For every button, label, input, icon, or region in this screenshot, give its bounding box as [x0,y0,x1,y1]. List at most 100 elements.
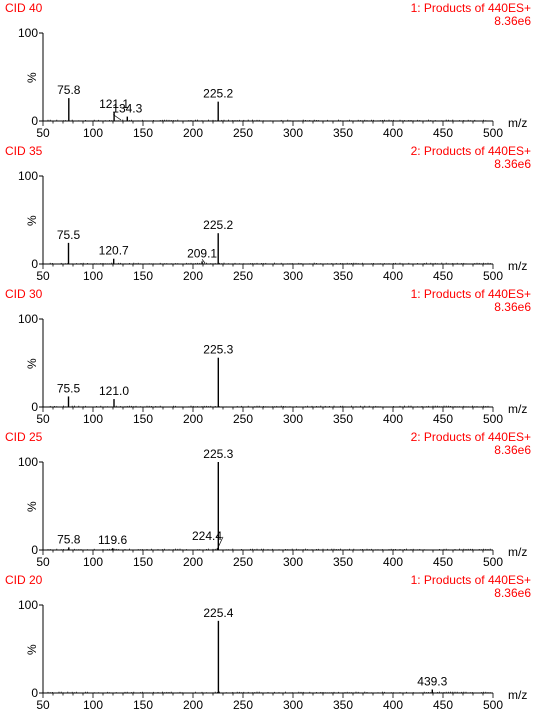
panel-title: CID 40 [5,1,43,15]
label-leader-line [113,114,122,121]
x-tick-label: 300 [283,698,303,712]
y-axis-label: % [25,215,39,226]
x-tick-label: 250 [233,126,253,140]
peak-label: 120.7 [99,244,129,258]
x-tick-label: 400 [383,412,403,426]
x-tick-label: 450 [433,412,453,426]
x-tick-label: 400 [383,126,403,140]
spectrum-panel: CID 25 2: Products of 440ES+8.36e6 100 0% 50… [5,430,531,569]
x-tick-label: 100 [83,698,103,712]
panel-title: CID 25 [5,430,43,444]
peak-label: 119.6 [98,533,127,547]
x-tick-label: 350 [333,412,353,426]
peak-label: 225.2 [203,218,233,232]
y-tick-label: 0 [31,257,38,271]
x-tick-label: 500 [483,555,503,569]
x-tick-label: 250 [233,555,253,569]
x-axis-label: m/z [508,688,527,702]
x-tick-label: 250 [233,269,253,283]
spectrum-panel: CID 35 2: Products of 440ES+8.36e6 100 0% 50… [5,144,531,283]
y-axis-label: % [25,72,39,83]
x-tick-label: 400 [383,698,403,712]
peak-label: 209.1 [187,246,217,260]
x-tick-label: 350 [333,555,353,569]
y-tick-label: 100 [18,26,38,40]
label-leader-line [201,259,206,264]
spectrum-panel: CID 20 1: Products of 440ES+8.36e6 100 0% 50… [5,573,531,712]
peak-label: 75.5 [57,228,81,242]
x-tick-label: 300 [283,126,303,140]
peak-label: 225.2 [203,87,233,101]
x-tick-label: 300 [283,269,303,283]
panel-subtitle: 1: Products of 440ES+ [411,287,531,301]
peak-label: 225.3 [203,447,233,461]
peak-label: 134.3 [112,102,142,116]
x-tick-label: 200 [183,555,203,569]
y-axis-label: % [25,358,39,369]
peak-label: 225.4 [203,606,233,620]
panel-subtitle: 1: Products of 440ES+ [411,1,531,15]
intensity-scale: 8.36e6 [494,14,531,28]
x-tick-label: 500 [483,698,503,712]
x-tick-label: 50 [36,126,50,140]
x-tick-label: 400 [383,555,403,569]
y-axis-label: % [25,501,39,512]
y-axis-label: % [25,644,39,655]
y-tick-label: 100 [18,169,38,183]
x-axis-label: m/z [508,116,527,130]
x-tick-label: 200 [183,698,203,712]
spectrum-panel: CID 40 1: Products of 440ES+8.36e6 100 0% 50… [5,1,531,140]
panel-title: CID 20 [5,573,43,587]
x-tick-label: 450 [433,126,453,140]
x-tick-label: 200 [183,412,203,426]
y-tick-label: 100 [18,312,38,326]
peak-label: 75.8 [57,532,81,546]
x-tick-label: 150 [133,126,153,140]
x-tick-label: 400 [383,269,403,283]
y-tick-label: 0 [31,686,38,700]
x-axis-label: m/z [508,402,527,416]
x-tick-label: 150 [133,698,153,712]
x-tick-label: 350 [333,269,353,283]
panel-title: CID 30 [5,287,43,301]
x-tick-label: 450 [433,555,453,569]
x-tick-label: 150 [133,412,153,426]
x-tick-label: 300 [283,412,303,426]
peak-label: 75.8 [57,83,81,97]
x-tick-label: 150 [133,555,153,569]
y-tick-label: 0 [31,114,38,128]
x-tick-label: 100 [83,555,103,569]
x-tick-label: 300 [283,555,303,569]
x-tick-label: 100 [83,126,103,140]
x-tick-label: 250 [233,412,253,426]
intensity-scale: 8.36e6 [494,300,531,314]
peak-label: 224.4 [192,529,222,543]
panel-subtitle: 1: Products of 440ES+ [411,573,531,587]
x-tick-label: 450 [433,269,453,283]
peak-label: 121.1 [99,97,129,111]
x-tick-label: 500 [483,269,503,283]
x-tick-label: 100 [83,269,103,283]
peak-label: 225.3 [203,343,233,357]
panel-subtitle: 2: Products of 440ES+ [411,430,531,444]
x-tick-label: 350 [333,126,353,140]
x-tick-label: 50 [36,555,50,569]
x-tick-label: 50 [36,698,50,712]
spectrum-panel: CID 30 1: Products of 440ES+8.36e6 100 0% 50… [5,287,531,426]
x-tick-label: 50 [36,412,50,426]
y-tick-label: 0 [31,400,38,414]
x-tick-label: 350 [333,698,353,712]
intensity-scale: 8.36e6 [494,157,531,171]
peak-label: 121.0 [99,384,129,398]
intensity-scale: 8.36e6 [494,443,531,457]
y-tick-label: 100 [18,598,38,612]
x-tick-label: 500 [483,412,503,426]
peak-label: 75.5 [57,381,81,395]
x-tick-label: 200 [183,269,203,283]
x-tick-label: 50 [36,269,50,283]
x-axis-label: m/z [508,545,527,559]
x-tick-label: 450 [433,698,453,712]
peak-label: 439.3 [417,674,447,688]
x-tick-label: 500 [483,126,503,140]
